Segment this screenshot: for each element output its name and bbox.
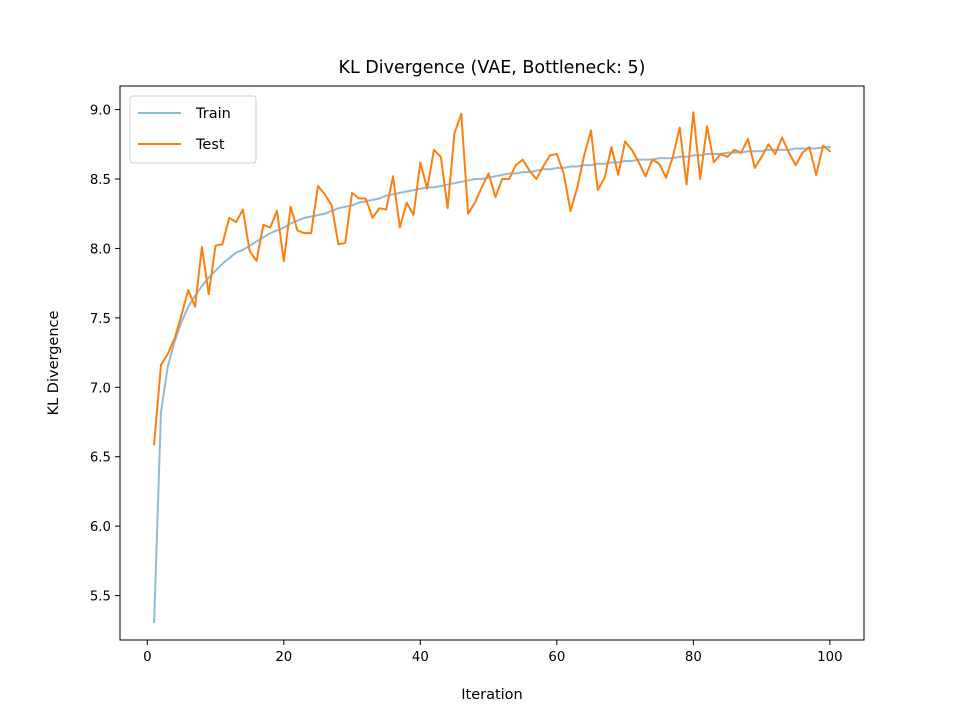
series-line-test <box>153 111 832 446</box>
legend-label-train: Train <box>195 106 231 122</box>
x-tick-label: 0 <box>143 650 151 665</box>
y-tick-label: 8.5 <box>90 173 111 188</box>
chart-title: KL Divergence (VAE, Bottleneck: 5) <box>339 58 646 78</box>
x-tick-label: 100 <box>817 650 842 665</box>
x-tick-label: 60 <box>548 650 565 665</box>
y-tick-label: 9.0 <box>90 104 111 119</box>
y-axis-label: KL Divergence <box>46 311 62 416</box>
legend-label-test: Test <box>195 137 225 153</box>
x-tick-label: 80 <box>685 650 702 665</box>
y-tick-label: 8.0 <box>90 242 111 257</box>
y-tick-label: 6.0 <box>90 520 111 535</box>
axes-frame <box>119 85 865 641</box>
x-axis-label: Iteration <box>461 687 523 703</box>
legend: Train Test <box>129 95 257 164</box>
legend-box <box>129 95 257 164</box>
x-tick-label: 40 <box>412 650 429 665</box>
y-tick-label: 6.5 <box>90 451 111 466</box>
x-tick-label: 20 <box>275 650 292 665</box>
y-tick-label: 7.0 <box>90 381 111 396</box>
plot-area: 0 20 40 60 80 100 5.5 6.0 6.5 7.0 7.5 8.0 8.5 9.0 Trai… <box>90 85 865 665</box>
y-tick-label: 7.5 <box>90 312 111 327</box>
series-line-train <box>153 146 831 623</box>
y-tick-label: 5.5 <box>90 590 111 605</box>
